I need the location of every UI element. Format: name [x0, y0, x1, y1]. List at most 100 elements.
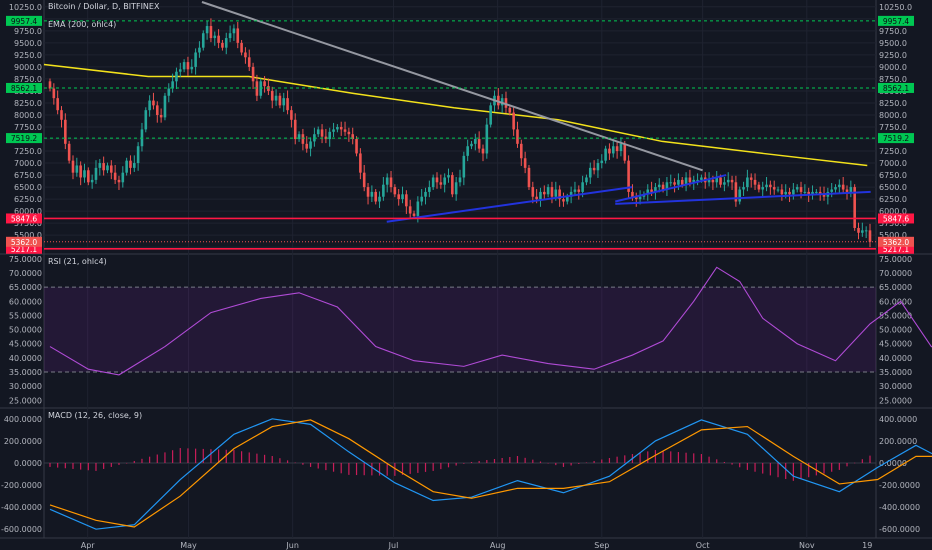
candle-body	[792, 189, 795, 195]
candle-body	[546, 187, 550, 195]
rsi-tick-label-right: 70.0000	[879, 269, 912, 278]
macd-histogram-bar	[172, 450, 174, 463]
price-tick-label-right: 5500.0	[879, 231, 907, 240]
candle-body	[293, 119, 297, 140]
candle-body	[596, 163, 600, 171]
macd-histogram-bar	[363, 462, 365, 476]
macd-histogram-bar	[731, 462, 733, 465]
macd-histogram-bar	[869, 455, 871, 463]
candle-body	[182, 62, 186, 70]
candle-body	[780, 189, 784, 195]
candle-body	[159, 114, 163, 118]
candle-body	[385, 177, 389, 185]
candle-body	[726, 179, 730, 183]
macd-histogram-bar	[478, 460, 480, 463]
time-tick-label: Jun	[285, 541, 299, 550]
candle-body	[661, 184, 665, 190]
candle-body	[864, 230, 868, 232]
macd-histogram-bar	[539, 461, 542, 463]
macd-histogram-bar	[762, 462, 764, 474]
macd-tick-label-right: 400.0000	[879, 415, 917, 424]
candle-body	[370, 191, 374, 197]
macd-legend: MACD (12, 26, close, 9)	[48, 411, 142, 420]
macd-histogram-bar	[141, 458, 143, 463]
macd-histogram-bar	[570, 462, 572, 466]
candle-body	[818, 191, 822, 195]
price-tick-label-left: 9750.0	[14, 27, 42, 36]
candle-body	[102, 163, 105, 171]
macd-histogram-bar	[118, 462, 120, 465]
candle-body	[723, 182, 726, 185]
level-tag-text: 8562.1	[11, 84, 37, 93]
candle-body	[397, 194, 400, 200]
macd-histogram-bar	[386, 462, 388, 476]
candle-body	[328, 131, 332, 140]
macd-histogram-bar	[164, 452, 166, 463]
price-tick-label-left: 9500.0	[14, 39, 42, 48]
rsi-tick-label-right: 30.0000	[879, 382, 912, 391]
price-tick-label-right: 9750.0	[879, 27, 907, 36]
macd-histogram-bar	[195, 448, 197, 463]
level-tag-text: 5217.1	[11, 245, 37, 254]
candle-body	[504, 98, 508, 108]
candle-body	[201, 33, 205, 48]
time-axis[interactable]: Apr May Jun Jul Aug Sep Oct Nov 19	[81, 541, 873, 550]
candle-body	[255, 81, 259, 96]
candle-body	[416, 201, 420, 216]
macd-histogram-bar	[210, 449, 212, 463]
level-tag-bg	[6, 15, 42, 26]
macd-histogram-bar	[463, 462, 465, 464]
candle-body	[408, 206, 412, 214]
candle-body	[604, 148, 607, 161]
level-tag-bg	[878, 243, 914, 254]
price-tick-label-left: 9250.0	[14, 51, 42, 60]
candle-body	[309, 141, 312, 149]
candle-body	[761, 187, 765, 190]
candle-body	[190, 66, 194, 70]
candle-body	[247, 57, 251, 67]
candle-body	[67, 143, 71, 161]
candle-body	[64, 119, 67, 144]
candle-body	[634, 196, 638, 200]
level-tag-bg	[6, 243, 42, 254]
level-tag-left: 7519.2	[6, 133, 42, 144]
price-pane[interactable]: 10250.010250.010000.010000.09750.09750.0…	[6, 1, 914, 254]
macd-histogram-bar	[555, 462, 557, 466]
level-tag-right: 5847.6	[878, 213, 914, 224]
candle-body	[753, 179, 757, 185]
rsi-tick-label-right: 35.0000	[879, 368, 912, 377]
price-tick-label-left: 5500.0	[14, 231, 42, 240]
candle-body	[757, 184, 761, 190]
candle-body	[772, 187, 776, 190]
candle-body	[79, 165, 82, 178]
macd-histogram-bar	[233, 450, 235, 463]
candle-body	[531, 187, 535, 197]
candle-body	[90, 179, 94, 183]
trendline	[615, 190, 871, 205]
price-tick-label-right: 8000.0	[879, 111, 907, 120]
candle-body	[700, 177, 703, 180]
candle-body	[868, 230, 872, 242]
macd-histogram-bar	[693, 453, 695, 463]
macd-pane[interactable]: 400.0000 400.0000 200.0000 200.0000 0.0000 0.…	[1, 415, 932, 534]
level-tag-left: 5847.6	[6, 213, 42, 224]
rsi-line	[49, 266, 932, 376]
candle-body	[600, 160, 604, 164]
macd-histogram-bar	[225, 449, 227, 463]
candle-body	[684, 177, 688, 185]
rsi-pane[interactable]: 75.0000 75.0000 70.0000 70.0000 65.0000 65.00…	[9, 255, 932, 406]
macd-histogram-bar	[57, 462, 59, 468]
price-tick-label-left: 6500.0	[14, 183, 42, 192]
level-tag-right: 7519.2	[878, 133, 914, 144]
candle-body	[508, 107, 512, 113]
candle-body	[316, 129, 320, 135]
candle-body	[654, 187, 657, 192]
macd-tick-label-right: -400.0000	[879, 503, 920, 512]
price-tick-label-left: 8750.0	[14, 75, 42, 84]
candle-body	[129, 160, 132, 168]
macd-tick-label-right: -600.0000	[879, 525, 920, 534]
candle-body	[221, 42, 224, 48]
rsi-tick-label-left: 35.0000	[9, 368, 42, 377]
rsi-tick-label-left: 65.0000	[9, 283, 42, 292]
